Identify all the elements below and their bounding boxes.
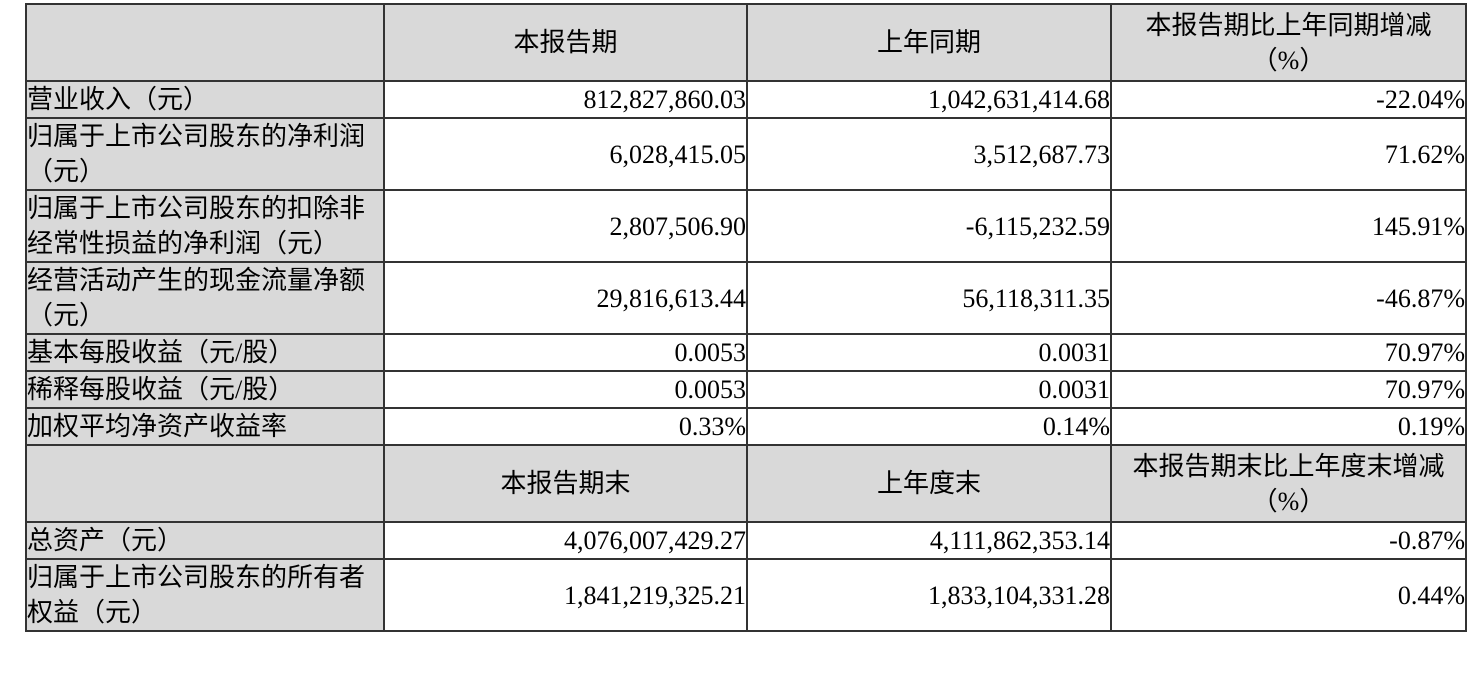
value-prior: 0.14% (746, 407, 1112, 446)
value-prior: 4,111,862,353.14 (746, 521, 1112, 560)
row-label: 稀释每股收益（元/股） (25, 370, 385, 409)
value-prior: 3,512,687.73 (746, 117, 1112, 191)
column-header-yearend-change-pct: 本报告期末比上年度末增减 （%） (1110, 444, 1467, 523)
value-prior: 1,833,104,331.28 (746, 558, 1112, 632)
row-label: 经营活动产生的现金流量净额（元） (25, 261, 385, 335)
row-label: 加权平均净资产收益率 (25, 407, 385, 446)
corner-cell-2 (25, 444, 385, 523)
financial-summary-table: 本报告期 上年同期 本报告期比上年同期增减 （%） 营业收入（元） 812,82… (25, 3, 1467, 632)
column-header-period-change-pct: 本报告期比上年同期增减 （%） (1110, 3, 1467, 82)
row-label: 总资产（元） (25, 521, 385, 560)
value-current: 6,028,415.05 (383, 117, 748, 191)
row-label: 归属于上市公司股东的扣除非经常性损益的净利润（元） (25, 189, 385, 263)
value-change: 70.97% (1110, 370, 1467, 409)
corner-cell (25, 3, 385, 82)
row-label: 基本每股收益（元/股） (25, 333, 385, 372)
value-change: 0.44% (1110, 558, 1467, 632)
value-change: 71.62% (1110, 117, 1467, 191)
table-row-diluted-eps: 稀释每股收益（元/股） 0.0053 0.0031 70.97% (25, 370, 1467, 409)
value-change: 0.19% (1110, 407, 1467, 446)
row-label: 归属于上市公司股东的所有者权益（元） (25, 558, 385, 632)
table-row-weighted-avg-roe: 加权平均净资产收益率 0.33% 0.14% 0.19% (25, 407, 1467, 446)
value-current: 29,816,613.44 (383, 261, 748, 335)
value-change: 145.91% (1110, 189, 1467, 263)
yearend-header-row: 本报告期末 上年度末 本报告期末比上年度末增减 （%） (25, 444, 1467, 523)
table-row-total-assets: 总资产（元） 4,076,007,429.27 4,111,862,353.14… (25, 521, 1467, 560)
value-change: -22.04% (1110, 80, 1467, 119)
row-label: 归属于上市公司股东的净利润（元） (25, 117, 385, 191)
table-row-operating-cash-flow: 经营活动产生的现金流量净额（元） 29,816,613.44 56,118,31… (25, 261, 1467, 335)
column-header-period-end: 本报告期末 (383, 444, 748, 523)
value-prior: 0.0031 (746, 333, 1112, 372)
table-row-operating-revenue: 营业收入（元） 812,827,860.03 1,042,631,414.68 … (25, 80, 1467, 119)
column-header-current-period: 本报告期 (383, 3, 748, 82)
value-change: -0.87% (1110, 521, 1467, 560)
row-label: 营业收入（元） (25, 80, 385, 119)
table-row-basic-eps: 基本每股收益（元/股） 0.0053 0.0031 70.97% (25, 333, 1467, 372)
table-row-shareholders-equity: 归属于上市公司股东的所有者权益（元） 1,841,219,325.21 1,83… (25, 558, 1467, 632)
value-prior: 56,118,311.35 (746, 261, 1112, 335)
value-current: 0.0053 (383, 333, 748, 372)
table-row-net-profit: 归属于上市公司股东的净利润（元） 6,028,415.05 3,512,687.… (25, 117, 1467, 191)
column-header-prior-period: 上年同期 (746, 3, 1112, 82)
value-current: 1,841,219,325.21 (383, 558, 748, 632)
period-header-row: 本报告期 上年同期 本报告期比上年同期增减 （%） (25, 3, 1467, 82)
value-prior: -6,115,232.59 (746, 189, 1112, 263)
value-prior: 1,042,631,414.68 (746, 80, 1112, 119)
value-current: 812,827,860.03 (383, 80, 748, 119)
financial-summary-table-container: 本报告期 上年同期 本报告期比上年同期增减 （%） 营业收入（元） 812,82… (25, 3, 1467, 632)
value-current: 0.33% (383, 407, 748, 446)
value-current: 2,807,506.90 (383, 189, 748, 263)
table-row-net-profit-excl-nonrecurring: 归属于上市公司股东的扣除非经常性损益的净利润（元） 2,807,506.90 -… (25, 189, 1467, 263)
value-current: 0.0053 (383, 370, 748, 409)
value-current: 4,076,007,429.27 (383, 521, 748, 560)
value-change: -46.87% (1110, 261, 1467, 335)
value-prior: 0.0031 (746, 370, 1112, 409)
value-change: 70.97% (1110, 333, 1467, 372)
column-header-prior-year-end: 上年度末 (746, 444, 1112, 523)
